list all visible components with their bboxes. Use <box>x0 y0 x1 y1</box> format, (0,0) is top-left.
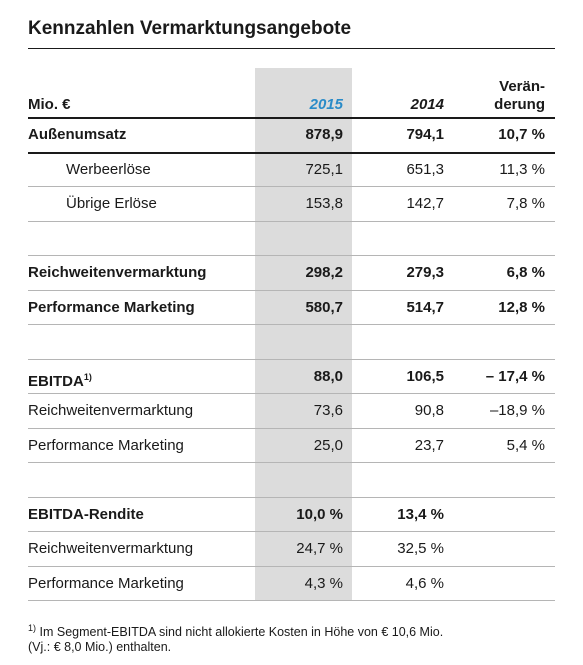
title-rule <box>28 48 555 49</box>
row-label-text: Werbeerlöse <box>66 160 151 178</box>
cell-value: – 17,4 % <box>485 367 545 385</box>
cell-value: 4,6 % <box>405 574 444 592</box>
row-label: Reichweitenvermarktung <box>28 264 206 282</box>
footnote-line: 1) Im Segment-EBITDA sind nicht allokier… <box>28 619 443 642</box>
row-label-text: EBITDA <box>28 372 84 390</box>
row-label: EBITDA-Rendite <box>28 506 144 524</box>
footnote-text: (Vj.: € 8,0 Mio.) enthalten. <box>28 640 172 654</box>
row-label-text: EBITDA-Rendite <box>28 505 144 523</box>
cell-value: 13,4 % <box>397 505 444 523</box>
cell-value: 90,8 <box>414 402 444 420</box>
row-rule <box>28 324 555 325</box>
row-label: EBITDA1) <box>28 368 92 391</box>
row-label-text: Performance Marketing <box>28 436 184 454</box>
cell-value: 24,7 % <box>296 540 343 558</box>
row-label-text: Reichweitenvermarktung <box>28 264 207 282</box>
row-rule <box>28 427 555 429</box>
highlight-column <box>255 68 352 601</box>
cell-value: 878,9 <box>305 126 343 144</box>
cell-value: 10,0 % <box>296 505 343 523</box>
row-rule <box>28 358 555 360</box>
cell-value: 106,5 <box>406 367 444 385</box>
cell-value: 12,8 % <box>498 298 545 316</box>
cell-value: 4,3 % <box>304 574 343 592</box>
footnote-text: Im Segment-EBITDA sind nicht allokierte … <box>39 625 444 640</box>
header-change: Verän- <box>499 78 545 95</box>
row-rule <box>28 393 555 394</box>
cell-value: 725,1 <box>305 160 343 178</box>
cell-value: 6,8 % <box>506 264 545 282</box>
header-change: derung <box>494 96 545 113</box>
cell-value: 5,4 % <box>506 436 545 454</box>
header-unit: Mio. € <box>28 96 71 113</box>
cell-value: 73,6 <box>313 402 343 420</box>
row-rule <box>28 565 555 567</box>
footnote-line: (Vj.: € 8,0 Mio.) enthalten. <box>28 638 171 657</box>
cell-value: 514,7 <box>406 298 444 316</box>
cell-value: 10,7 % <box>498 126 545 144</box>
row-label: Übrige Erlöse <box>66 195 157 213</box>
row-label-text: Performance Marketing <box>28 298 195 316</box>
cell-value: 580,7 <box>305 298 343 316</box>
row-rule <box>28 531 555 532</box>
row-rule <box>28 496 555 498</box>
row-label: Reichweitenvermarktung <box>28 402 193 420</box>
title: Kennzahlen Vermarktungsangebote <box>28 18 352 39</box>
row-rule <box>28 117 555 119</box>
row-rule <box>28 600 555 601</box>
cell-value: –18,9 % <box>489 402 545 420</box>
row-rule <box>28 462 555 463</box>
row-rule <box>28 220 555 222</box>
row-rule <box>28 186 555 187</box>
row-rule <box>28 151 555 154</box>
row-label-text: Reichweitenvermarktung <box>28 402 194 420</box>
row-label: Außenumsatz <box>28 126 126 144</box>
row-label: Performance Marketing <box>28 575 184 593</box>
row-label: Werbeerlöse <box>66 161 151 179</box>
row-label: Reichweitenvermarktung <box>28 540 193 558</box>
row-label: Performance Marketing <box>28 437 184 455</box>
footnote-marker: 1) <box>83 371 92 382</box>
cell-value: 794,1 <box>406 126 444 144</box>
header-2015: 2015 <box>309 96 343 113</box>
row-label-text: Außenumsatz <box>28 126 127 144</box>
row-label: Performance Marketing <box>28 299 195 317</box>
cell-value: 11,3 % <box>499 160 545 178</box>
cell-value: 153,8 <box>305 195 343 213</box>
footnote-marker: 1) <box>28 623 37 633</box>
row-label-text: Übrige Erlöse <box>66 195 157 213</box>
cell-value: 651,3 <box>406 160 444 178</box>
row-rule <box>28 255 555 256</box>
cell-value: 88,0 <box>313 367 343 385</box>
cell-value: 25,0 <box>313 436 343 454</box>
cell-value: 7,8 % <box>506 195 545 213</box>
header-2014: 2014 <box>410 96 444 113</box>
cell-value: 279,3 <box>406 264 444 282</box>
row-label-text: Reichweitenvermarktung <box>28 540 194 558</box>
cell-value: 32,5 % <box>397 540 444 558</box>
cell-value: 23,7 <box>414 436 444 454</box>
cell-value: 142,7 <box>406 195 444 213</box>
row-rule <box>28 289 555 291</box>
cell-value: 298,2 <box>305 264 343 282</box>
row-label-text: Performance Marketing <box>28 574 184 592</box>
